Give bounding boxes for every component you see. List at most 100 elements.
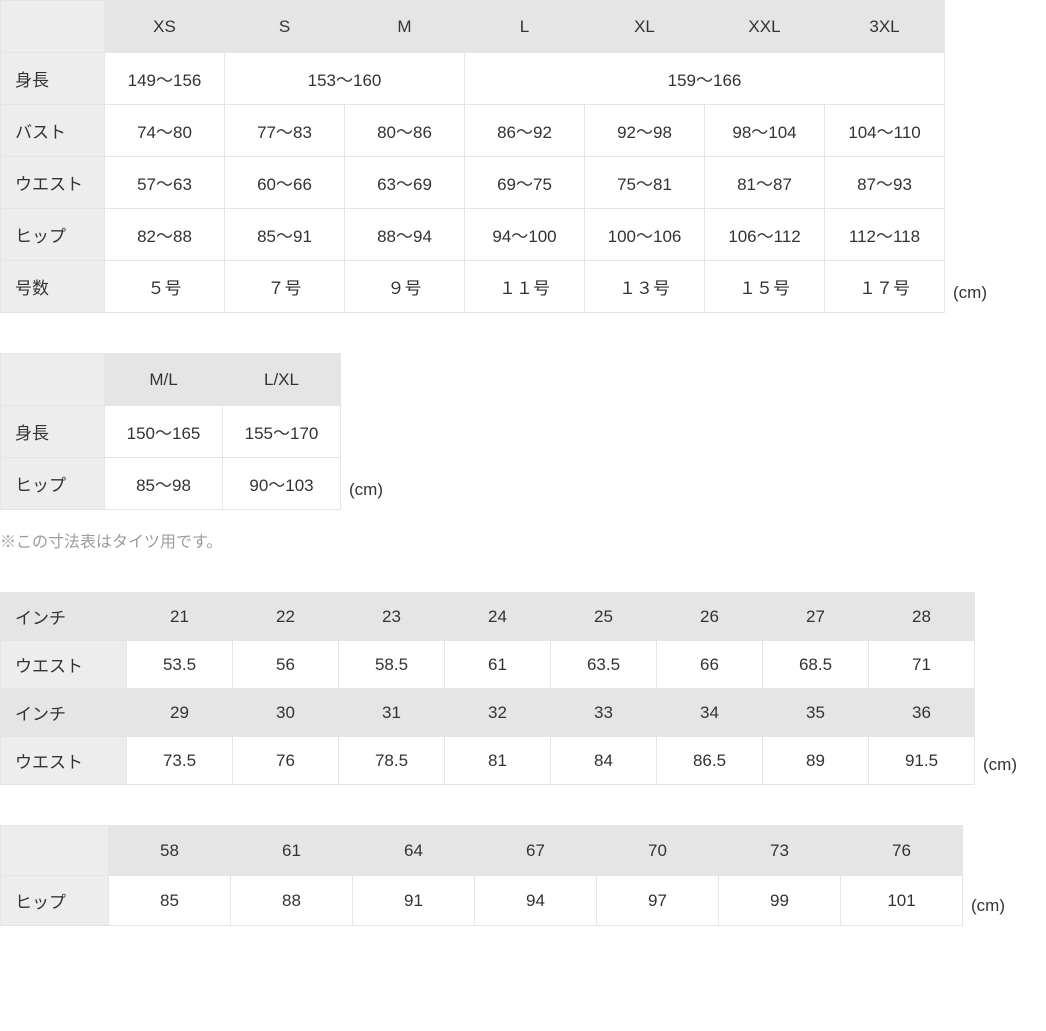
cell: 73.5 (127, 737, 233, 785)
size-header: S (225, 1, 345, 53)
row-label-waist: ウエスト (1, 157, 105, 209)
cell: 87〜93 (825, 157, 945, 209)
unit-label: (cm) (963, 896, 1005, 926)
cell: 58.5 (339, 641, 445, 689)
cell: １７号 (825, 261, 945, 313)
cell: ７号 (225, 261, 345, 313)
cell: 56 (233, 641, 339, 689)
cell: １３号 (585, 261, 705, 313)
size-table-3: インチ 21 22 23 24 25 26 27 28 ウエスト 53.5 56… (0, 592, 975, 785)
table-row: ウエスト 57〜63 60〜66 63〜69 69〜75 75〜81 81〜87… (1, 157, 945, 209)
table-row: ヒップ 82〜88 85〜91 88〜94 94〜100 100〜106 106… (1, 209, 945, 261)
header-blank (1, 354, 105, 406)
size-header: XL (585, 1, 705, 53)
size-header: 58 (109, 826, 231, 876)
size-header: 67 (475, 826, 597, 876)
table-header-row: 58 61 64 67 70 73 76 (1, 826, 963, 876)
table-row: 号数 ５号 ７号 ９号 １１号 １３号 １５号 １７号 (1, 261, 945, 313)
row-label-hip: ヒップ (1, 876, 109, 926)
cell: 74〜80 (105, 105, 225, 157)
cell: 25 (551, 593, 657, 641)
cell: 26 (657, 593, 763, 641)
header-blank (1, 1, 105, 53)
table-row: ウエスト 73.5 76 78.5 81 84 86.5 89 91.5 (1, 737, 975, 785)
cell: 82〜88 (105, 209, 225, 261)
size-table-2-block: M/L L/XL 身長 150〜165 155〜170 ヒップ 85〜98 90… (0, 353, 1046, 552)
cell: 81 (445, 737, 551, 785)
cell: 29 (127, 689, 233, 737)
table-row: インチ 21 22 23 24 25 26 27 28 (1, 593, 975, 641)
row-label-hip: ヒップ (1, 209, 105, 261)
cell: 23 (339, 593, 445, 641)
cell: 36 (869, 689, 975, 737)
table-row: インチ 29 30 31 32 33 34 35 36 (1, 689, 975, 737)
cell: 99 (719, 876, 841, 926)
cell: 150〜165 (105, 406, 223, 458)
cell: 27 (763, 593, 869, 641)
cell: 30 (233, 689, 339, 737)
size-header: 76 (841, 826, 963, 876)
size-table-1-block: XS S M L XL XXL 3XL 身長 149〜156 153〜160 1… (0, 0, 1046, 313)
cell: 85〜98 (105, 458, 223, 510)
cell: 90〜103 (223, 458, 341, 510)
cell: 94〜100 (465, 209, 585, 261)
size-header: 64 (353, 826, 475, 876)
size-header: XXL (705, 1, 825, 53)
row-label-inch: インチ (1, 593, 127, 641)
unit-label: (cm) (341, 480, 383, 510)
cell: 159〜166 (465, 53, 945, 105)
size-table-4: 58 61 64 67 70 73 76 ヒップ 85 88 91 94 97 … (0, 825, 963, 926)
cell: 75〜81 (585, 157, 705, 209)
size-header: L (465, 1, 585, 53)
cell: 112〜118 (825, 209, 945, 261)
size-header: M/L (105, 354, 223, 406)
cell: 94 (475, 876, 597, 926)
table-header-row: XS S M L XL XXL 3XL (1, 1, 945, 53)
cell: 86.5 (657, 737, 763, 785)
cell: 63.5 (551, 641, 657, 689)
cell: 68.5 (763, 641, 869, 689)
cell: １５号 (705, 261, 825, 313)
cell: 97 (597, 876, 719, 926)
cell: 31 (339, 689, 445, 737)
table-row: ウエスト 53.5 56 58.5 61 63.5 66 68.5 71 (1, 641, 975, 689)
row-label-height: 身長 (1, 53, 105, 105)
row-label-hip: ヒップ (1, 458, 105, 510)
table-header-row: M/L L/XL (1, 354, 341, 406)
cell: 69〜75 (465, 157, 585, 209)
cell: 106〜112 (705, 209, 825, 261)
cell: 88〜94 (345, 209, 465, 261)
table-row: バスト 74〜80 77〜83 80〜86 86〜92 92〜98 98〜104… (1, 105, 945, 157)
cell: 88 (231, 876, 353, 926)
row-label-waist: ウエスト (1, 737, 127, 785)
cell: 91 (353, 876, 475, 926)
cell: 71 (869, 641, 975, 689)
cell: 86〜92 (465, 105, 585, 157)
cell: 92〜98 (585, 105, 705, 157)
cell: ５号 (105, 261, 225, 313)
cell: 85〜91 (225, 209, 345, 261)
cell: 28 (869, 593, 975, 641)
row-label-inch: インチ (1, 689, 127, 737)
cell: 76 (233, 737, 339, 785)
size-table-3-block: インチ 21 22 23 24 25 26 27 28 ウエスト 53.5 56… (0, 592, 1046, 785)
cell: 91.5 (869, 737, 975, 785)
size-table-4-block: 58 61 64 67 70 73 76 ヒップ 85 88 91 94 97 … (0, 825, 1046, 926)
cell: 89 (763, 737, 869, 785)
cell: 33 (551, 689, 657, 737)
cell: 24 (445, 593, 551, 641)
size-header: 70 (597, 826, 719, 876)
unit-label: (cm) (945, 283, 987, 313)
cell: 153〜160 (225, 53, 465, 105)
cell: 98〜104 (705, 105, 825, 157)
header-blank (1, 826, 109, 876)
cell: 101 (841, 876, 963, 926)
cell: 81〜87 (705, 157, 825, 209)
table-row: ヒップ 85〜98 90〜103 (1, 458, 341, 510)
size-header: 73 (719, 826, 841, 876)
cell: 85 (109, 876, 231, 926)
cell: 104〜110 (825, 105, 945, 157)
tights-note: ※この寸法表はタイツ用です。 (0, 528, 1046, 552)
size-header: M (345, 1, 465, 53)
cell: １１号 (465, 261, 585, 313)
